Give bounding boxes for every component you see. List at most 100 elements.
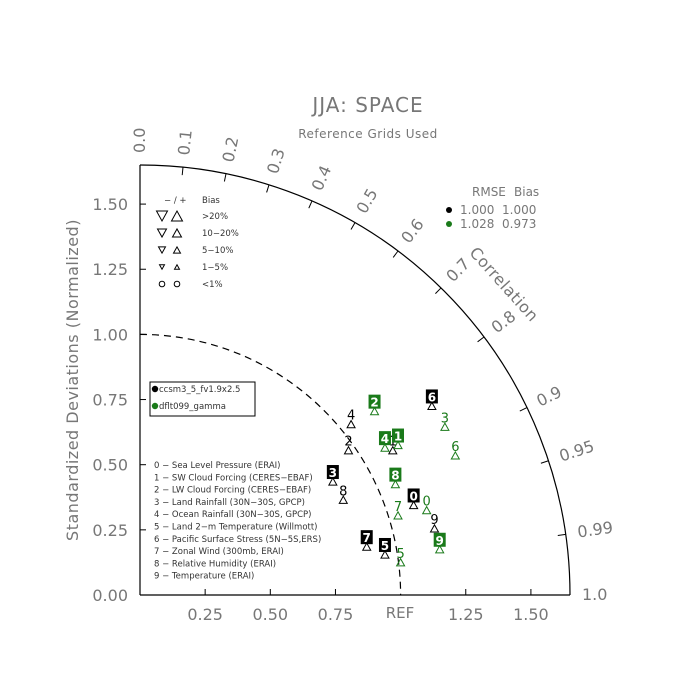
- y-tick-label: 0.50: [92, 456, 128, 475]
- data-point-label-box: [326, 465, 339, 480]
- variable-key-item: 5 − Land 2−m Temperature (Willmott): [154, 523, 318, 533]
- bias-symbol-negative: [158, 280, 166, 288]
- x-tick-label: 1.50: [513, 605, 549, 624]
- data-point-label-box: [360, 530, 373, 545]
- data-point-label: 7: [363, 531, 371, 545]
- correlation-tick-mark: [557, 533, 566, 536]
- variable-key-item: 2 − LW Cloud Forcing (CERES−EBAF): [154, 486, 311, 496]
- series-legend-label-0: ccsm3_5_fv1.9x2.5: [159, 385, 240, 395]
- correlation-tick-label: 1.0: [582, 585, 607, 604]
- data-point-label: 0: [409, 489, 417, 503]
- data-point-label: 4: [347, 409, 355, 424]
- data-point-marker: [434, 544, 445, 554]
- bias-value: 1.000: [502, 203, 536, 217]
- correlation-tick-label: 0.6: [397, 215, 427, 247]
- data-point-marker: [429, 523, 440, 533]
- y-tick-label: 1.00: [92, 325, 128, 344]
- bias-symbol-positive: [173, 263, 181, 270]
- data-point-marker: [361, 542, 372, 551]
- rmse-value: 1.028: [460, 217, 494, 231]
- data-point-label: 3: [329, 466, 337, 480]
- bias-legend-label: 10−20%: [202, 229, 239, 239]
- rmse-header: RMSE: [472, 185, 506, 199]
- correlation-tick-mark: [435, 287, 442, 294]
- correlation-tick-label: 0.99: [576, 518, 614, 542]
- data-point-label: 5: [396, 547, 404, 562]
- correlation-tick-mark: [392, 250, 399, 258]
- correlation-tick-mark: [477, 336, 485, 343]
- data-point-label: 6: [428, 390, 436, 404]
- bias-symbol-positive: [170, 210, 184, 222]
- data-point-marker: [369, 406, 380, 416]
- correlation-tick-label: 0.0: [130, 128, 149, 153]
- variable-key-item: 8 − Relative Humidity (ERAI): [154, 559, 276, 569]
- data-point-marker: [395, 557, 406, 567]
- bias-header: Bias: [514, 185, 539, 199]
- chart-subtitle: Reference Grids Used: [298, 127, 438, 141]
- variables-key: 0 − Sea Level Pressure (ERAI) 1 − SW Clou…: [154, 461, 321, 582]
- bias-symbol-positive: [173, 280, 181, 288]
- data-point-label: 2: [344, 435, 352, 450]
- data-point-label: 8: [391, 469, 399, 483]
- data-point-label: 5: [381, 539, 389, 553]
- data-point-label-box: [368, 394, 381, 409]
- ref-label: REF: [386, 604, 415, 622]
- correlation-tick-mark: [266, 184, 270, 193]
- chart-title: JJA: SPACE: [310, 93, 423, 117]
- data-point-label-box: [378, 537, 391, 552]
- bias-symbol-negative: [157, 246, 167, 255]
- bias-legend-label: 1−5%: [202, 263, 228, 273]
- data-point-marker: [450, 450, 461, 460]
- bias-symbol-negative: [158, 264, 166, 271]
- data-point-marker: [338, 495, 349, 504]
- data-point-marker: [380, 549, 390, 559]
- data-point-label: 1: [394, 430, 402, 444]
- series-legend-marker-0: [151, 385, 159, 393]
- data-point-marker: [421, 505, 432, 515]
- correlation-tick-mark: [350, 222, 356, 230]
- correlation-tick-label: 0.95: [557, 436, 597, 465]
- x-tick-label: 0.75: [318, 605, 354, 624]
- bias-legend-title: Bias: [202, 196, 220, 206]
- reference-arc: [139, 333, 402, 596]
- correlation-tick-mark: [308, 200, 313, 209]
- rmse-value: 1.000: [460, 203, 494, 217]
- data-point-label-box: [389, 467, 402, 482]
- bias-legend-label: <1%: [202, 280, 223, 290]
- y-axis-label: Standardized Deviations (Normalized): [63, 219, 82, 541]
- variable-key-item: 1 − SW Cloud Forcing (CERES−EBAF): [154, 473, 313, 483]
- data-point-marker: [390, 479, 401, 489]
- bias-legend-label: >20%: [202, 212, 228, 222]
- data-point-marker: [380, 443, 390, 452]
- data-point-label-box: [407, 488, 420, 503]
- data-point-label-box: [378, 431, 391, 446]
- bias-symbol-negative: [156, 228, 168, 239]
- correlation-tick-label: 0.3: [263, 146, 289, 176]
- data-point-marker: [343, 445, 354, 455]
- correlation-tick-label: 0.4: [308, 163, 336, 194]
- data-point-label-box: [433, 532, 446, 547]
- data-point-label: 9: [436, 534, 444, 548]
- bias-legend-label: 5−10%: [202, 246, 233, 256]
- data-point-label: 6: [451, 440, 459, 455]
- data-point-marker: [393, 440, 403, 450]
- correlation-tick-label: 0.2: [219, 135, 243, 164]
- data-point-label-box: [392, 428, 404, 443]
- variable-key-item: 4 − Ocean Rainfall (30N−30S, GPCP): [154, 510, 311, 520]
- data-point-marker: [327, 476, 338, 486]
- rmse-row-marker: [446, 221, 452, 227]
- correlation-tick-label: 0.1: [174, 129, 195, 156]
- variable-key-item: 6 − Pacific Surface Stress (5N−5S,ERS): [154, 535, 321, 545]
- correlation-tick-mark: [519, 407, 528, 412]
- bias-symbol-negative: [155, 210, 169, 222]
- correlation-tick-label: 0.9: [533, 382, 564, 410]
- data-points: 01234567890123456789: [326, 389, 461, 567]
- correlation-tick-label: 0.8: [488, 307, 520, 337]
- series-legend-label-1: dflt099_gamma: [159, 402, 226, 412]
- series-legend: ccsm3_5_fv1.9x2.5 dflt099_gamma: [149, 381, 256, 417]
- correlation-tick-mark: [181, 167, 184, 176]
- data-point-label: 3: [441, 411, 449, 426]
- bias-symbol-positive: [171, 227, 183, 238]
- bias-legend: − / + Bias >20% 10−20% 5−10% 1−5% <1%: [155, 196, 239, 290]
